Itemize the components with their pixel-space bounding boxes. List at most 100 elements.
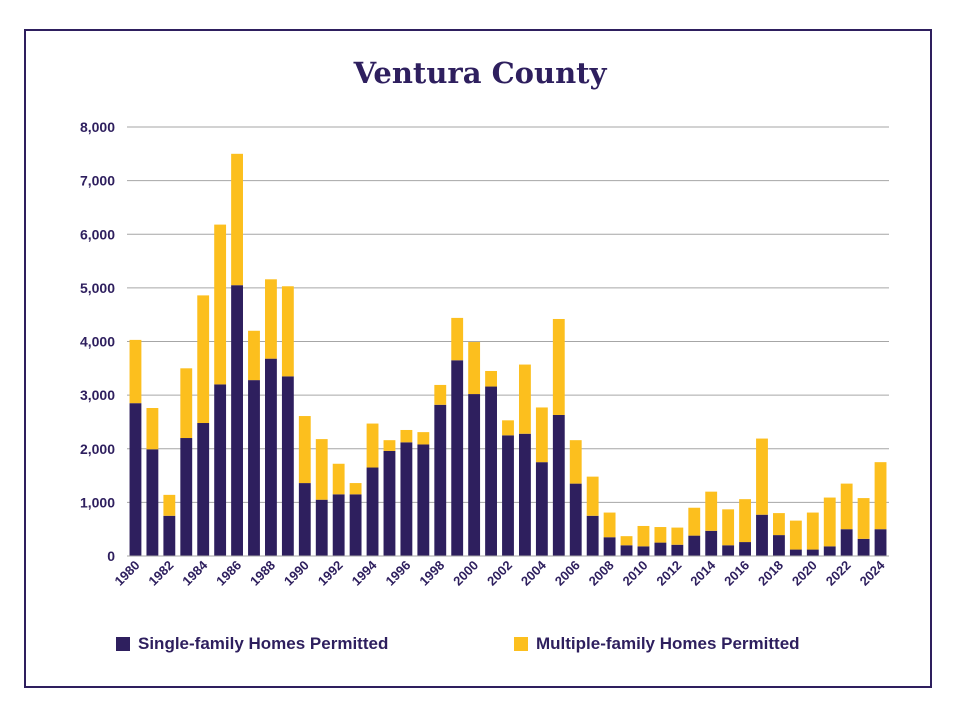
bar-single-family <box>739 542 751 556</box>
bar-single-family <box>197 423 210 556</box>
bar-multiple-family <box>773 513 785 536</box>
legend-label-single-family: Single-family Homes Permitted <box>138 634 389 653</box>
x-tick-label: 2014 <box>687 557 719 589</box>
x-tick-label: 2022 <box>823 558 854 589</box>
x-tick-label: 2010 <box>620 558 651 589</box>
bar-single-family <box>874 529 887 556</box>
bar-multiple-family <box>671 527 684 545</box>
bar-single-family <box>823 546 836 556</box>
bar-multiple-family <box>146 408 159 450</box>
bar-single-family <box>654 542 667 556</box>
bar-single-family <box>857 538 870 556</box>
bar-multiple-family <box>383 440 396 451</box>
x-tick-label: 1982 <box>145 558 176 589</box>
bar-multiple-family <box>705 491 718 531</box>
bar-multiple-family <box>468 342 481 395</box>
bar-single-family <box>417 444 430 556</box>
legend-swatch-multiple-family <box>514 637 528 651</box>
bar-single-family <box>569 483 582 556</box>
bar-multiple-family <box>552 318 565 415</box>
bar-single-family <box>231 285 243 556</box>
x-tick-label: 1986 <box>213 558 244 589</box>
legend-label-multiple-family: Multiple-family Homes Permitted <box>536 634 800 653</box>
bar-multiple-family <box>163 494 176 516</box>
bar-multiple-family <box>603 512 616 538</box>
bar-multiple-family <box>248 330 260 381</box>
y-tick-label: 5,000 <box>80 280 115 296</box>
bar-multiple-family <box>569 440 582 484</box>
x-tick-label: 1988 <box>247 558 278 589</box>
bar-multiple-family <box>180 368 193 439</box>
bar-single-family <box>332 494 345 556</box>
bar-multiple-family <box>739 499 751 543</box>
legend-swatch-single-family <box>116 637 130 651</box>
bar-single-family <box>366 467 379 556</box>
bar-multiple-family <box>332 463 345 495</box>
bar-single-family <box>688 535 701 556</box>
bar-single-family <box>603 537 616 556</box>
bar-single-family <box>519 433 531 556</box>
bar-single-family <box>637 546 650 556</box>
bar-single-family <box>434 404 447 556</box>
x-tick-label: 1998 <box>416 558 447 589</box>
bar-single-family <box>383 450 396 556</box>
bar-single-family <box>349 494 362 556</box>
x-tick-label: 1984 <box>179 557 211 589</box>
bar-single-family <box>468 394 481 556</box>
x-tick-label: 1992 <box>315 558 346 589</box>
bar-multiple-family <box>265 279 277 359</box>
bar-single-family <box>180 438 193 556</box>
bar-multiple-family <box>502 420 514 436</box>
x-tick-label: 2000 <box>450 558 481 589</box>
x-tick-label: 2004 <box>518 557 550 589</box>
x-tick-label: 2018 <box>755 558 786 589</box>
bar-multiple-family <box>197 295 210 424</box>
x-tick-label: 2020 <box>789 558 820 589</box>
bar-single-family <box>248 380 260 556</box>
bar-single-family <box>400 442 413 556</box>
bar-multiple-family <box>366 423 379 468</box>
bar-single-family <box>552 414 565 556</box>
bar-multiple-family <box>654 527 667 543</box>
bar-multiple-family <box>129 339 142 404</box>
bar-single-family <box>265 358 277 556</box>
bar-single-family <box>705 530 718 556</box>
bar-single-family <box>535 462 548 556</box>
bar-multiple-family <box>840 483 853 530</box>
y-tick-label: 8,000 <box>80 119 115 135</box>
bar-single-family <box>298 483 311 556</box>
x-tick-label: 2002 <box>484 558 515 589</box>
legend-entry-single-family: Single-family Homes Permitted <box>116 634 388 654</box>
x-tick-label: 1990 <box>281 558 312 589</box>
bar-single-family <box>485 386 497 556</box>
x-tick-label: 2006 <box>552 558 583 589</box>
bar-multiple-family <box>315 439 328 500</box>
y-tick-label: 7,000 <box>80 173 115 189</box>
x-tick-label: 1996 <box>382 558 413 589</box>
bar-single-family <box>671 544 684 556</box>
bar-single-family <box>315 499 328 556</box>
bar-multiple-family <box>434 384 447 405</box>
bar-multiple-family <box>485 370 497 387</box>
y-tick-label: 0 <box>107 548 115 564</box>
bar-multiple-family <box>857 498 870 539</box>
bar-multiple-family <box>789 520 802 550</box>
bar-single-family <box>789 549 802 556</box>
y-tick-label: 1,000 <box>80 494 115 510</box>
bar-single-family <box>586 515 599 556</box>
bar-single-family <box>163 515 176 556</box>
bar-multiple-family <box>281 286 294 377</box>
bar-single-family <box>840 529 853 556</box>
bar-multiple-family <box>722 509 735 546</box>
bar-multiple-family <box>586 476 599 516</box>
y-tick-label: 2,000 <box>80 441 115 457</box>
bar-multiple-family <box>231 153 243 286</box>
bar-multiple-family <box>400 429 413 443</box>
x-tick-label: 1980 <box>112 558 143 589</box>
bar-single-family <box>773 535 785 556</box>
x-tick-label: 2008 <box>586 558 617 589</box>
bar-multiple-family <box>688 507 701 536</box>
chart-title: Ventura County <box>353 56 607 90</box>
bar-multiple-family <box>756 438 768 515</box>
legend-entry-multiple-family: Multiple-family Homes Permitted <box>514 634 800 654</box>
